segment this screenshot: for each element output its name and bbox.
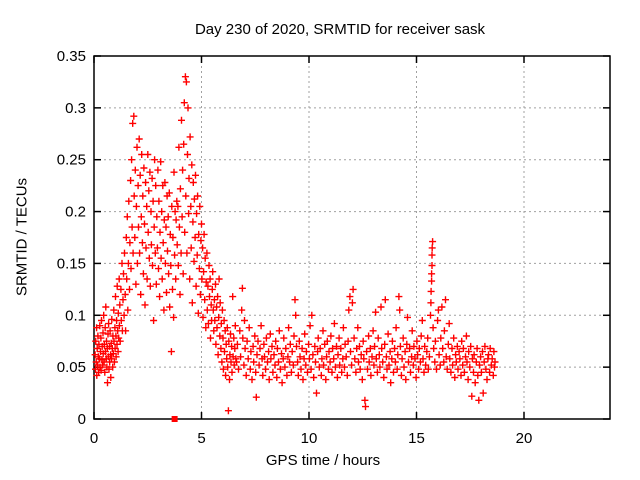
y-tick-labels: 0 0.05 0.1 0.15 0.2 0.25 0.3 0.35	[57, 48, 86, 428]
x-axis-label: GPS time / hours	[265, 452, 381, 469]
svg-text:10: 10	[301, 430, 318, 447]
svg-text:0.15: 0.15	[57, 255, 86, 272]
svg-text:0.2: 0.2	[65, 204, 86, 221]
svg-text:15: 15	[408, 430, 425, 447]
svg-text:0.25: 0.25	[57, 152, 86, 169]
svg-text:0.1: 0.1	[65, 307, 86, 324]
svg-text:0: 0	[90, 430, 98, 447]
svg-text:0.3: 0.3	[65, 100, 86, 117]
svg-text:20: 20	[516, 430, 533, 447]
chart-title: Day 230 of 2020, SRMTID for receiver sas…	[194, 21, 486, 38]
svg-text:5: 5	[197, 430, 205, 447]
square-marker	[171, 416, 178, 422]
svg-text:0.05: 0.05	[57, 359, 86, 376]
svg-text:0: 0	[78, 411, 86, 428]
gridlines	[94, 56, 610, 419]
plot-border	[93, 55, 611, 420]
x-tick-labels: 0 5 10 15 20	[90, 430, 533, 447]
svg-text:0.35: 0.35	[57, 48, 86, 65]
scatter-points	[91, 73, 499, 415]
